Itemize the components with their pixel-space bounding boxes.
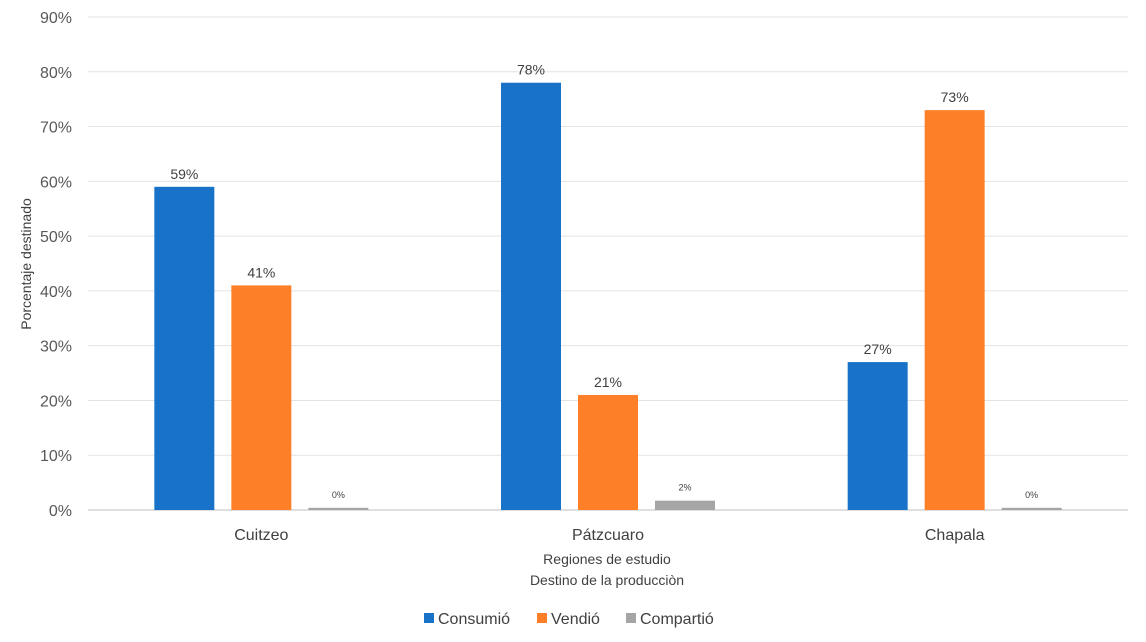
y-tick-label: 0% bbox=[49, 503, 72, 520]
category-labels: Cuitzeo Pátzcuaro Chapala bbox=[234, 527, 984, 544]
legend-swatch bbox=[626, 613, 636, 623]
data-label: 0% bbox=[332, 490, 345, 500]
y-tick-label: 30% bbox=[40, 339, 72, 356]
bar bbox=[924, 110, 985, 510]
category-label: Cuitzeo bbox=[234, 527, 288, 544]
data-label: 59% bbox=[170, 166, 198, 182]
y-tick-label: 60% bbox=[40, 174, 72, 191]
bar bbox=[501, 82, 561, 510]
bar bbox=[655, 500, 715, 510]
data-label: 41% bbox=[247, 264, 275, 280]
category-label: Pátzcuaro bbox=[572, 527, 644, 544]
bar bbox=[231, 285, 292, 510]
y-tick-label: 10% bbox=[40, 448, 72, 465]
x-axis-subtitle: Destino de la producciòn bbox=[530, 572, 684, 588]
data-label: 78% bbox=[517, 62, 545, 78]
y-axis-title: Porcentaje destinado bbox=[18, 198, 34, 330]
y-tick-labels: 0% 10% 20% 30% 40% 50% 60% 70% 80% 90% bbox=[40, 10, 72, 520]
y-tick-label: 50% bbox=[40, 229, 72, 246]
data-label: 0% bbox=[1025, 490, 1038, 500]
y-tick-label: 20% bbox=[40, 393, 72, 410]
data-label: 21% bbox=[594, 374, 622, 390]
legend: Consumió Vendió Compartió bbox=[424, 611, 714, 628]
category-label: Chapala bbox=[925, 527, 985, 544]
y-tick-label: 90% bbox=[40, 10, 72, 27]
x-axis-title: Regiones de estudio bbox=[543, 551, 671, 567]
y-tick-label: 70% bbox=[40, 120, 72, 137]
legend-label: Compartió bbox=[640, 611, 714, 628]
data-labels: 59% 41% 0% 78% 21% 2% 27% 73% 0% bbox=[170, 62, 1038, 500]
bar bbox=[1001, 507, 1062, 510]
y-tick-label: 40% bbox=[40, 284, 72, 301]
legend-label: Consumió bbox=[438, 611, 510, 628]
legend-swatch bbox=[537, 613, 547, 623]
bar bbox=[154, 186, 215, 511]
legend-label: Vendió bbox=[551, 611, 600, 628]
legend-swatch bbox=[424, 613, 434, 623]
bar bbox=[308, 507, 369, 510]
bars bbox=[154, 82, 1062, 511]
y-tick-label: 80% bbox=[40, 65, 72, 82]
bar bbox=[847, 362, 908, 510]
data-label: 2% bbox=[678, 483, 691, 493]
bar bbox=[578, 394, 638, 510]
data-label: 27% bbox=[864, 341, 892, 357]
data-label: 73% bbox=[941, 89, 969, 105]
